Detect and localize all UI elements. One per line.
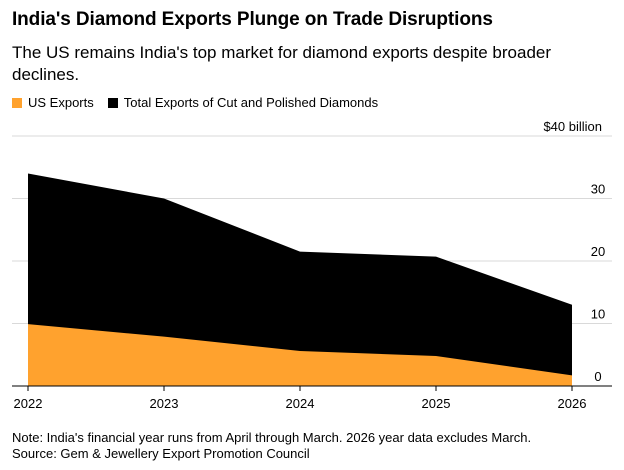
footnote: Note: India's financial year runs from A… [12, 430, 531, 462]
area-us-exports [28, 324, 572, 386]
legend-swatch-us [12, 97, 22, 108]
x-tick-label-2022: 2022 [14, 396, 43, 411]
y-tick-label-10: 10 [591, 307, 605, 322]
area-total-exports [28, 173, 572, 386]
legend-swatch-total [107, 97, 118, 108]
legend: US Exports Total Exports of Cut and Poli… [12, 95, 392, 110]
x-tick-label-2023: 2023 [150, 396, 179, 411]
legend-item-us: US Exports [12, 95, 94, 110]
y-tick-label-20: 20 [591, 244, 605, 259]
footnote-source: Source: Gem & Jewellery Export Promotion… [12, 446, 310, 461]
y-tick-label-30: 30 [591, 182, 605, 197]
legend-item-total: Total Exports of Cut and Polished Diamon… [107, 95, 379, 110]
y-tick-label-40: $40 billion [543, 119, 602, 134]
chart-title: India's Diamond Exports Plunge on Trade … [12, 9, 493, 30]
x-tick-label-2025: 2025 [422, 396, 451, 411]
y-tick-label-0: 0 [594, 369, 601, 384]
legend-label-us: US Exports [28, 95, 94, 110]
legend-label-total: Total Exports of Cut and Polished Diamon… [123, 95, 379, 110]
footnote-note: Note: India's financial year runs from A… [12, 430, 532, 445]
chart-subtitle: The US remains India's top market for di… [12, 43, 552, 84]
x-tick-label-2024: 2024 [286, 396, 315, 411]
x-tick-label-2026: 2026 [558, 396, 587, 411]
